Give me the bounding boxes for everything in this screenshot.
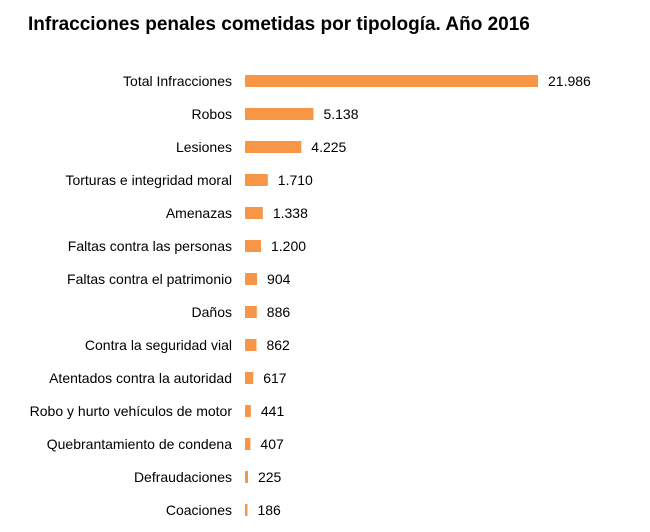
category-label: Total Infracciones (123, 73, 232, 89)
data-label: 5.138 (323, 106, 358, 122)
data-label: 1.200 (271, 238, 306, 254)
bar (245, 207, 263, 219)
data-label: 4.225 (311, 139, 346, 155)
data-label: 1.710 (278, 172, 313, 188)
category-label: Robos (192, 106, 232, 122)
category-label: Lesiones (176, 139, 232, 155)
data-label: 225 (258, 469, 282, 485)
bar (245, 306, 257, 318)
bar (245, 240, 261, 252)
bar (245, 438, 251, 450)
category-label: Robo y hurto vehículos de motor (30, 403, 233, 419)
category-label: Daños (192, 304, 232, 320)
data-label: 1.338 (273, 205, 308, 221)
data-label: 186 (257, 502, 281, 518)
category-label: Coaciones (166, 502, 232, 518)
bar (245, 372, 254, 384)
data-label: 862 (266, 337, 290, 353)
bar (245, 273, 258, 285)
category-label: Faltas contra las personas (68, 238, 232, 254)
data-label: 441 (261, 403, 285, 419)
bar (245, 108, 314, 120)
data-label: 407 (260, 436, 284, 452)
category-label: Defraudaciones (134, 469, 232, 485)
data-label: 886 (267, 304, 291, 320)
bar (245, 339, 257, 351)
bar (245, 174, 268, 186)
category-label: Quebrantamiento de condena (47, 436, 232, 452)
category-label: Amenazas (166, 205, 232, 221)
bar (245, 75, 538, 87)
category-label: Contra la seguridad vial (85, 337, 232, 353)
bar (245, 141, 302, 153)
bar (245, 504, 248, 516)
chart-title: Infracciones penales cometidas por tipol… (28, 14, 530, 35)
bar (245, 405, 251, 417)
category-label: Torturas e integridad moral (65, 172, 232, 188)
bar (245, 471, 248, 483)
data-label: 21.986 (548, 73, 591, 89)
category-label: Faltas contra el patrimonio (67, 271, 232, 287)
data-label: 904 (267, 271, 291, 287)
category-label: Atentados contra la autoridad (49, 370, 232, 386)
data-label: 617 (263, 370, 287, 386)
